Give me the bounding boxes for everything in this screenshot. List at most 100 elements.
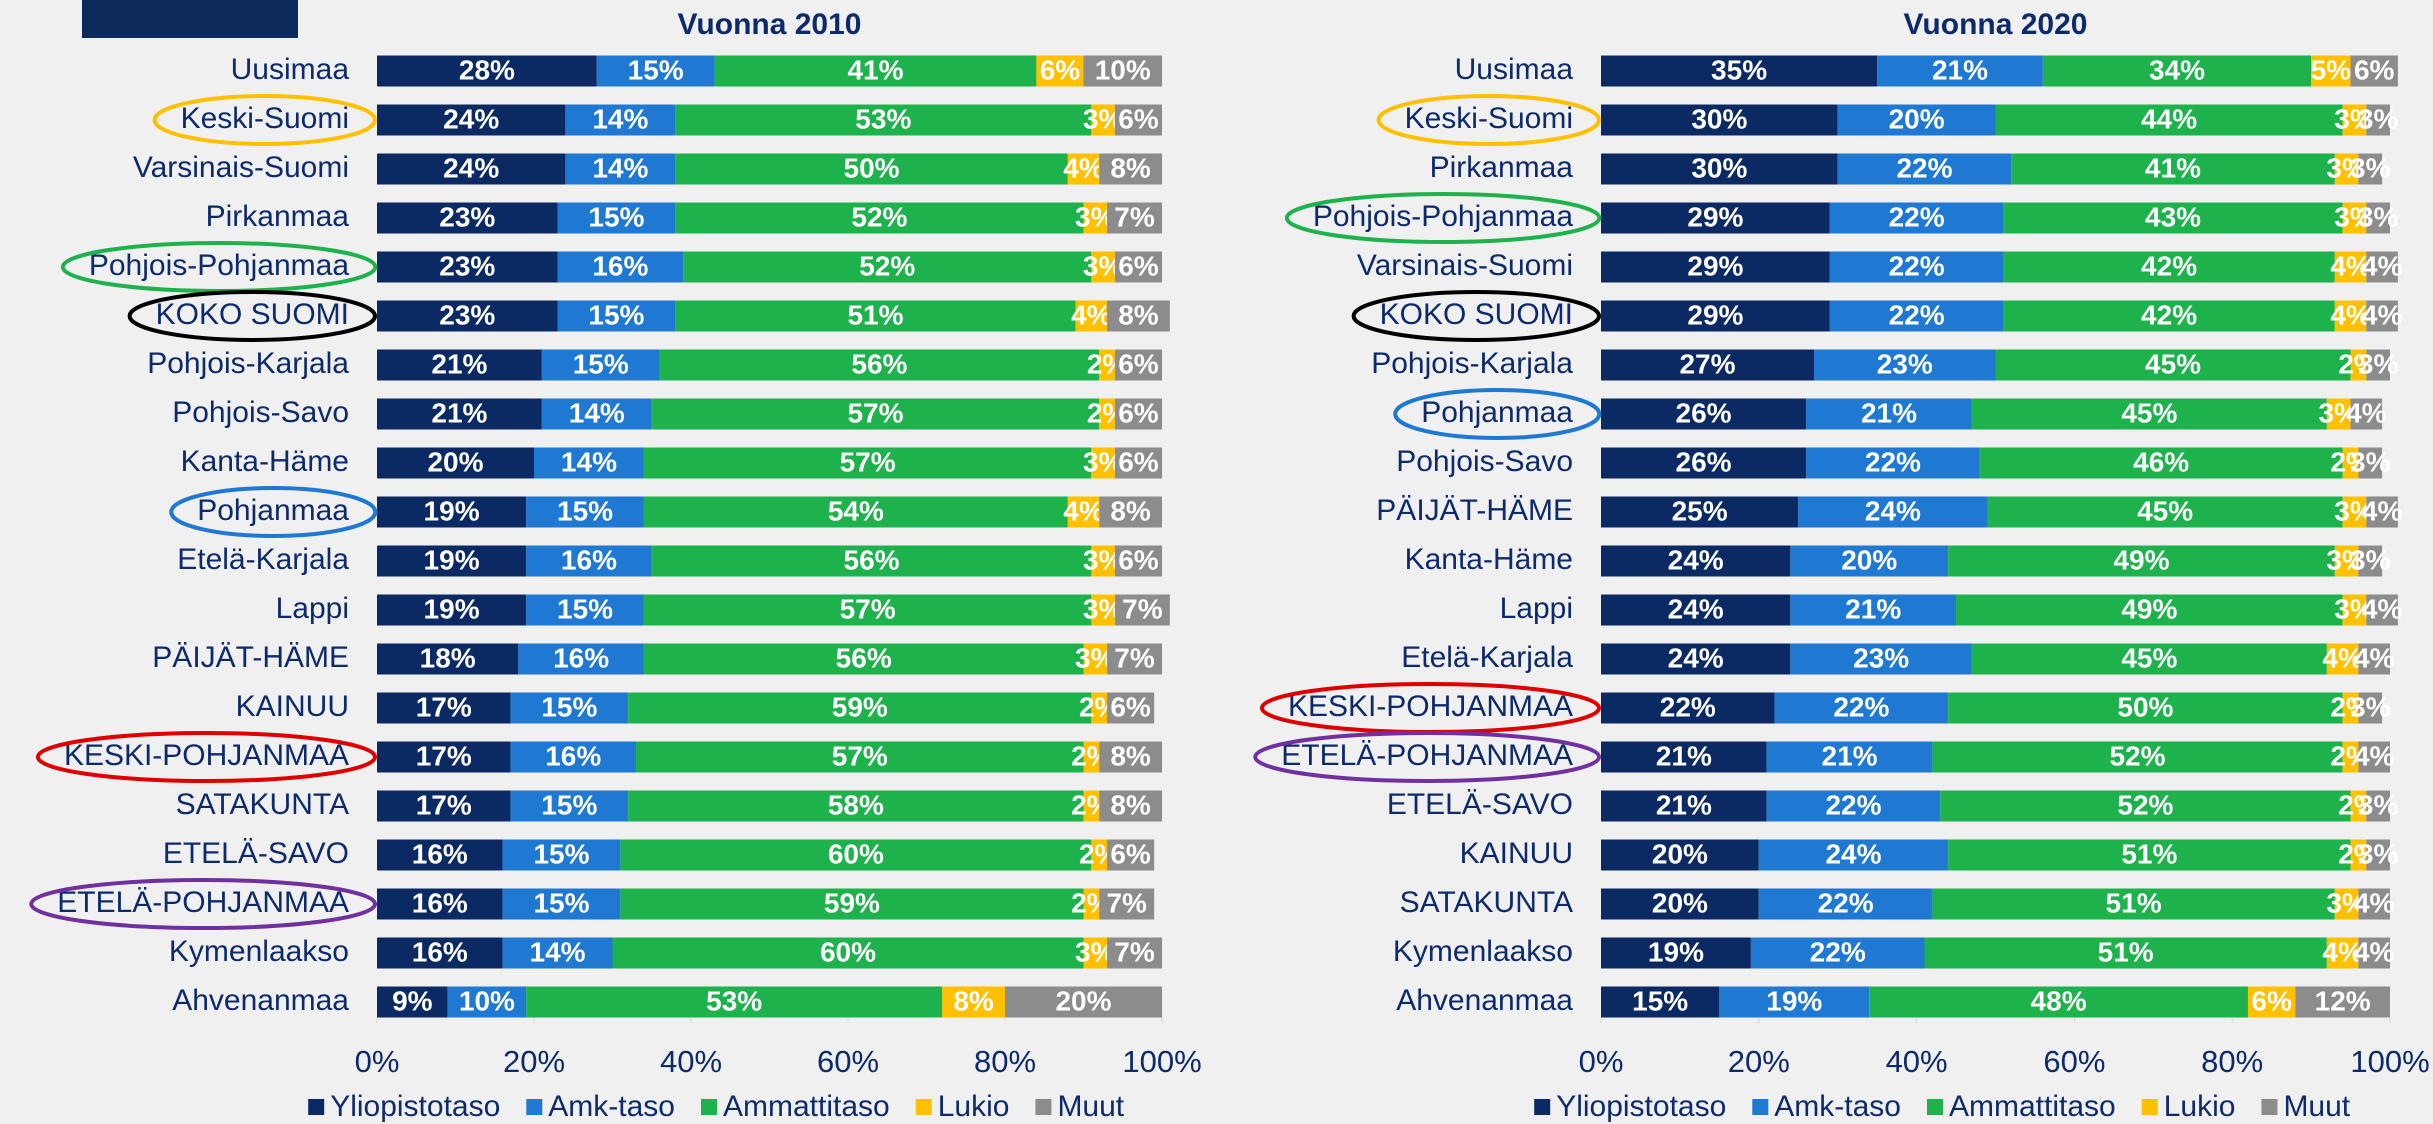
legend-swatch xyxy=(2261,1099,2278,1115)
bar-segment xyxy=(1107,300,1170,332)
chart-title: Vuonna 2010 xyxy=(678,8,862,41)
bar-segment xyxy=(1948,839,2351,871)
data-label: 26% xyxy=(1676,397,1732,428)
data-label: 59% xyxy=(824,887,880,918)
data-label: 22% xyxy=(1833,691,1889,722)
data-label: 15% xyxy=(557,593,613,624)
bar-segment xyxy=(2350,839,2367,871)
bar-segment xyxy=(2342,594,2367,626)
data-label: 7% xyxy=(1114,936,1155,967)
bar-segment xyxy=(1114,349,1162,381)
bar-segment xyxy=(2358,937,2390,969)
data-label: 4% xyxy=(2362,593,2403,624)
data-label: 52% xyxy=(859,250,915,281)
data-label: 15% xyxy=(628,54,684,85)
data-label: 45% xyxy=(2145,348,2201,379)
data-label: 6% xyxy=(1118,397,1159,428)
data-label: 4% xyxy=(2346,397,2387,428)
data-label: 22% xyxy=(1889,250,1945,281)
data-label: 6% xyxy=(2251,985,2292,1016)
bar-segment xyxy=(1114,594,1170,626)
category-label: Kymenlaakso xyxy=(169,935,349,968)
data-label: 45% xyxy=(2121,642,2177,673)
bar-segment xyxy=(2350,55,2398,87)
bar-segment xyxy=(1601,594,1791,626)
highlight-ring xyxy=(127,290,377,342)
data-label: 15% xyxy=(533,838,589,869)
x-tick-label: 60% xyxy=(817,1044,879,1079)
category-label: Etelä-Karjala xyxy=(177,543,349,576)
bar-segment xyxy=(1091,545,1115,577)
data-label: 16% xyxy=(412,887,468,918)
bar-segment xyxy=(1790,545,1949,577)
bar-segment xyxy=(2342,741,2359,773)
data-label: 15% xyxy=(1632,985,1688,1016)
data-label: 4% xyxy=(2354,740,2395,771)
bar-segment xyxy=(1083,643,1108,675)
data-label: 53% xyxy=(855,103,911,134)
bar-segment xyxy=(1601,790,1767,822)
bar-segment xyxy=(1114,447,1162,479)
data-label: 19% xyxy=(1766,985,1822,1016)
bar-segment xyxy=(675,104,1092,136)
data-label: 3% xyxy=(2350,544,2391,575)
bar-segment xyxy=(1601,202,1830,234)
data-label: 59% xyxy=(832,691,888,722)
bar-segment xyxy=(1601,692,1775,724)
bar-segment xyxy=(651,398,1100,430)
bar-segment xyxy=(1107,202,1162,234)
bar-segment xyxy=(1091,839,1108,871)
bar-segment xyxy=(2366,349,2390,381)
data-label: 8% xyxy=(1110,789,1151,820)
bar-segment xyxy=(502,888,621,920)
data-label: 45% xyxy=(2137,495,2193,526)
bar-segment xyxy=(2358,643,2390,675)
data-label: 16% xyxy=(545,740,601,771)
bar-segment xyxy=(1601,398,1807,430)
bar-segment xyxy=(1075,300,1108,332)
category-label: Pohjois-Karjala xyxy=(147,347,349,380)
bar-segment xyxy=(2326,643,2359,675)
bar-segment xyxy=(1114,251,1162,283)
bar-segment xyxy=(1601,888,1759,920)
data-label: 21% xyxy=(1656,789,1712,820)
data-label: 7% xyxy=(1106,887,1147,918)
bar-segment xyxy=(557,202,676,234)
category-label: Pohjanmaa xyxy=(1421,396,1573,429)
data-label: 57% xyxy=(847,397,903,428)
data-label: 17% xyxy=(416,789,472,820)
bar-segment xyxy=(1601,55,1878,87)
x-tick-label: 100% xyxy=(2350,1044,2429,1079)
bar-segment xyxy=(377,496,527,528)
bar-segment xyxy=(1790,643,1972,675)
data-label: 22% xyxy=(1889,299,1945,330)
legend-label: Muut xyxy=(2283,1090,2350,1123)
bar-segment xyxy=(1601,937,1751,969)
bar-segment xyxy=(377,643,519,675)
data-label: 56% xyxy=(844,544,900,575)
bar-segment xyxy=(596,55,715,87)
data-label: 4% xyxy=(2354,936,2395,967)
legend-label: Muut xyxy=(1057,1090,1124,1123)
data-label: 19% xyxy=(424,544,480,575)
bar-segment xyxy=(1083,937,1108,969)
bar-segment xyxy=(1995,349,2351,381)
data-label: 22% xyxy=(1896,152,1952,183)
bar-segment xyxy=(447,986,527,1018)
x-tick-label: 80% xyxy=(974,1044,1036,1079)
data-label: 60% xyxy=(828,838,884,869)
category-label: SATAKUNTA xyxy=(176,788,349,821)
data-label: 16% xyxy=(553,642,609,673)
category-label: Pohjois-Savo xyxy=(1396,445,1573,478)
bar-segment xyxy=(2326,398,2351,430)
bar-segment xyxy=(2295,986,2390,1018)
bar-segment xyxy=(1099,888,1155,920)
data-label: 12% xyxy=(2315,985,2371,1016)
bar-segment xyxy=(1806,398,1972,430)
bar-segment xyxy=(636,741,1084,773)
data-label: 27% xyxy=(1679,348,1735,379)
data-label: 4% xyxy=(2322,642,2363,673)
data-label: 7% xyxy=(1114,201,1155,232)
bar-segment xyxy=(377,790,511,822)
bar-segment xyxy=(510,790,629,822)
